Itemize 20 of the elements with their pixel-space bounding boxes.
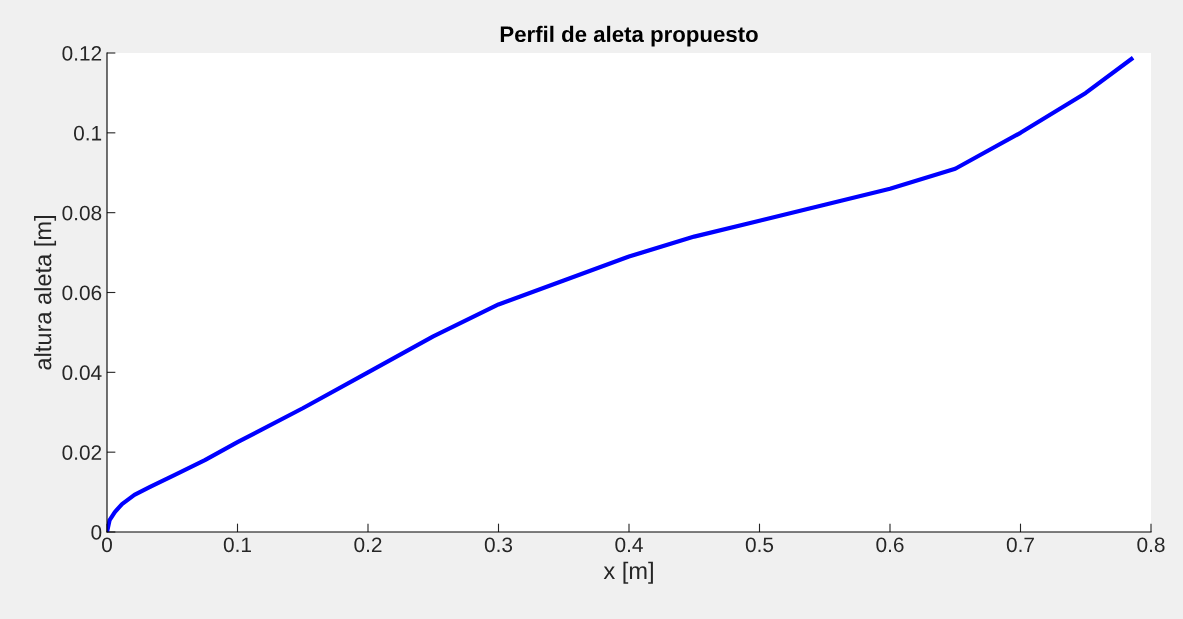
y-axis-title: altura aleta [m] (34, 216, 57, 370)
y-tick-label: 0.12 (62, 46, 102, 61)
line-series (107, 56, 1134, 532)
y-tick-label: 0.1 (73, 125, 102, 141)
y-tick-label: 0.04 (62, 365, 102, 381)
x-tick-label: 0.2 (354, 537, 382, 553)
x-tick-label: 0.4 (615, 537, 643, 553)
x-axis-title: x [m] (603, 561, 653, 584)
x-tick-label: 0.6 (876, 537, 904, 553)
x-tick-label: 0.1 (223, 537, 251, 553)
x-tick-label: 0.3 (484, 537, 513, 553)
x-tick-label: 0.5 (745, 537, 774, 553)
y-tick-label: 0.02 (62, 445, 102, 460)
y-tick-label: 0 (91, 525, 102, 540)
x-tick-label: 0 (102, 537, 112, 553)
x-tick-label: 0.7 (1006, 537, 1034, 553)
x-tick-label: 0.8 (1137, 537, 1165, 553)
y-tick-label: 0.08 (62, 205, 102, 221)
chart-title: Perfil de aleta propuesto (500, 25, 758, 47)
y-tick-label: 0.06 (62, 285, 102, 301)
